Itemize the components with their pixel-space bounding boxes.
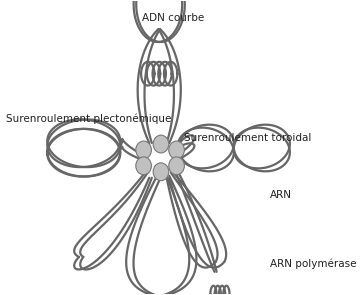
Text: ARN polymérase: ARN polymérase	[270, 259, 357, 269]
Circle shape	[169, 141, 184, 159]
Circle shape	[153, 135, 169, 153]
Text: ADN courbe: ADN courbe	[142, 13, 204, 23]
Circle shape	[136, 157, 151, 175]
Circle shape	[136, 141, 151, 159]
Text: Surenroulement toroidal: Surenroulement toroidal	[184, 133, 312, 143]
Circle shape	[169, 157, 184, 175]
Text: Surenroulement plectonémique: Surenroulement plectonémique	[6, 113, 171, 124]
Text: ARN: ARN	[270, 190, 292, 199]
Circle shape	[153, 163, 169, 181]
